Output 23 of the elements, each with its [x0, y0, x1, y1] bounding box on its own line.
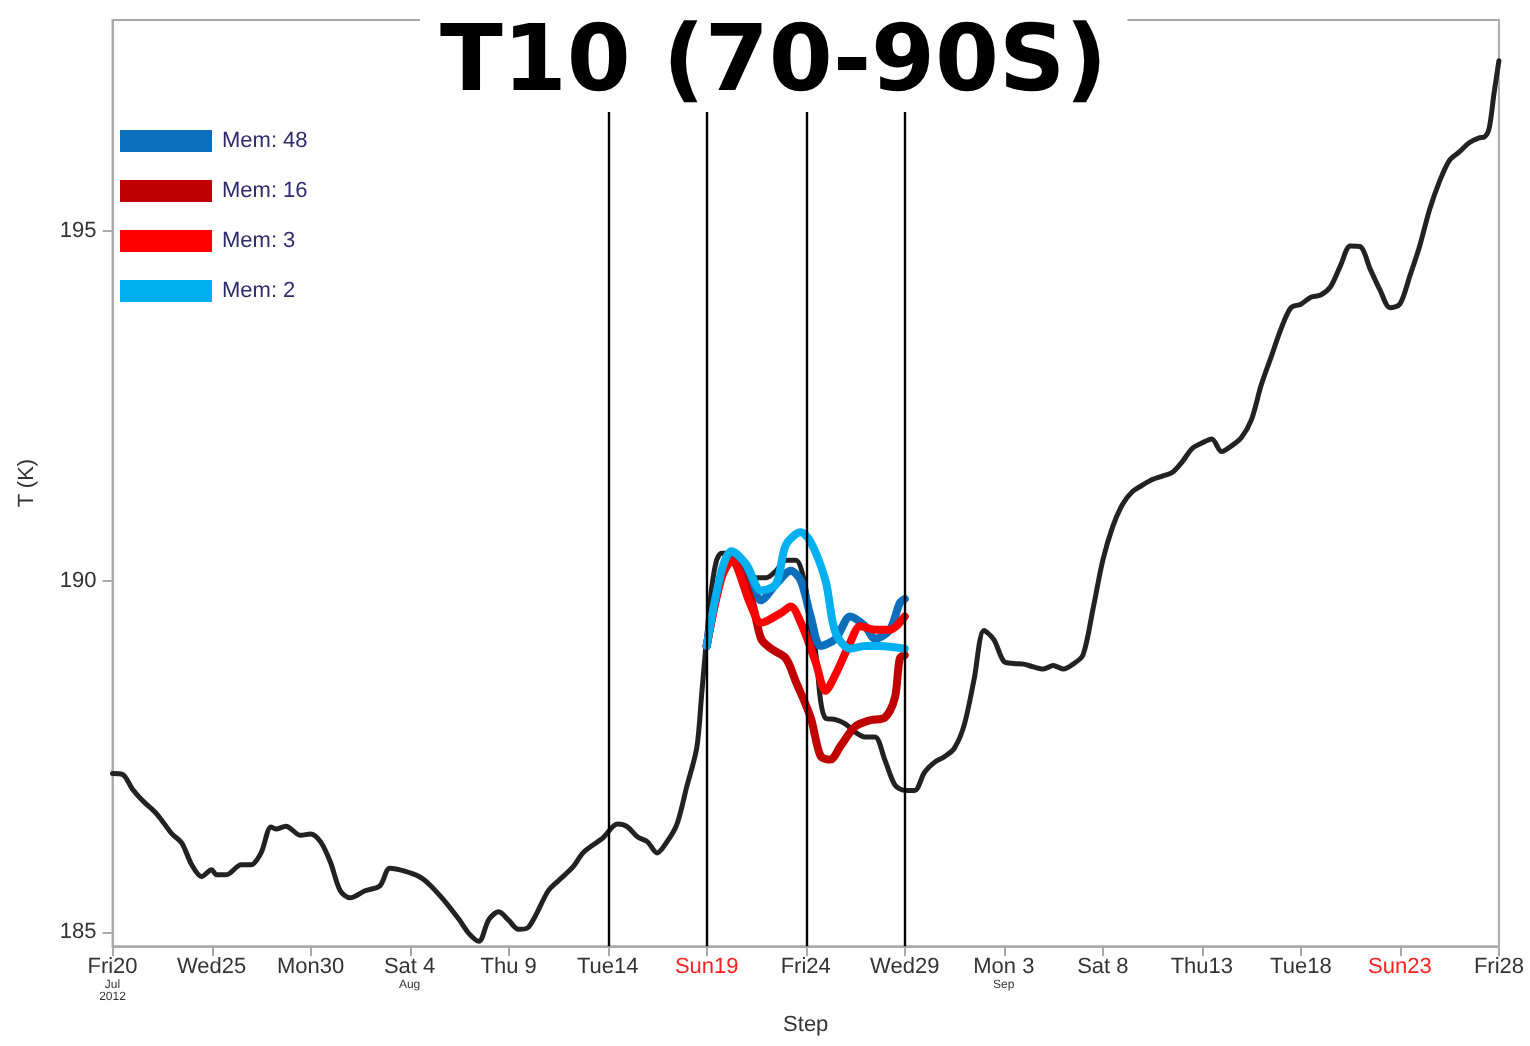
x-tick-label: Thu13: [1170, 955, 1234, 980]
legend-label: Mem: 48: [222, 129, 308, 153]
y-axis-title: T (K): [15, 458, 39, 508]
y-tick-label: 195: [59, 218, 97, 243]
x-axis-title: Step: [783, 1013, 829, 1037]
line-series: [702, 528, 909, 653]
x-tick-label: Wed29: [870, 955, 940, 980]
chart-title: T10 (70-90S): [440, 4, 1108, 112]
legend-label: Mem: 16: [222, 179, 308, 203]
x-tick-label: Tue18: [1270, 955, 1332, 980]
x-tick-label: Fri28: [1473, 955, 1524, 980]
x-tick-label: Mon30: [276, 955, 345, 980]
x-tick-label: Thu 9: [480, 955, 537, 980]
legend-label: Mem: 2: [222, 279, 296, 303]
x-tick-label: Sun23: [1368, 955, 1432, 980]
x-tick-label: Fri24: [780, 955, 831, 980]
x-tick-label: Tue14: [576, 955, 639, 980]
x-tick-label: Sat 8: [1077, 955, 1129, 980]
y-tick-label: 185: [59, 920, 97, 945]
y-tick-label: 190: [59, 569, 97, 594]
x-tick-label: Sun19: [674, 955, 739, 980]
x-tick-label: Wed25: [176, 955, 247, 980]
legend-label: Mem: 3: [222, 229, 296, 253]
